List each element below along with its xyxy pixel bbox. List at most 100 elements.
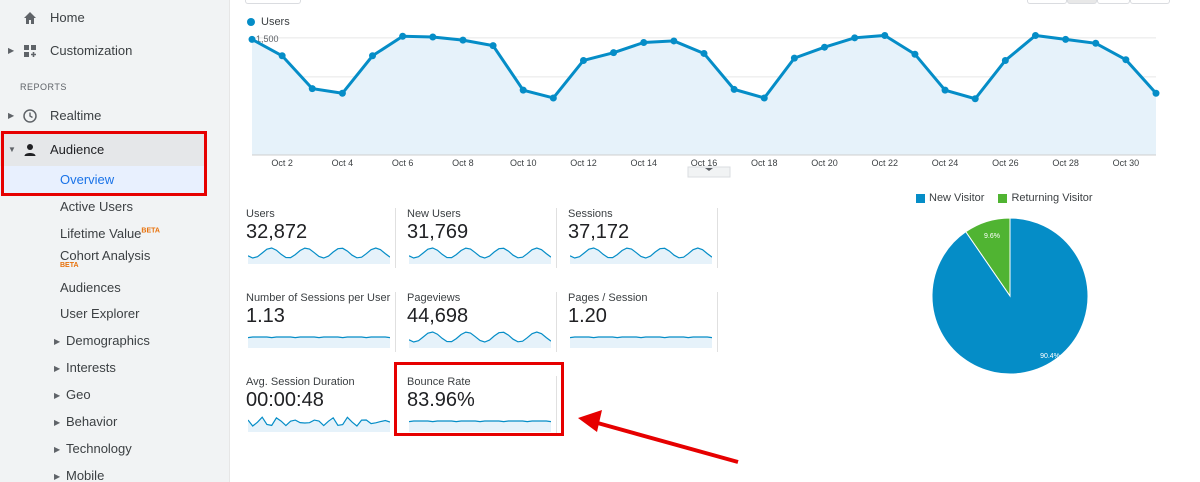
x-tick-label: Oct 28: [1052, 158, 1079, 168]
metric-value: 1.13: [246, 305, 285, 327]
sidebar-item-behavior[interactable]: Behavior: [66, 414, 118, 429]
caret-down-icon: ▼: [8, 145, 16, 154]
caret-right-icon: ▶: [54, 337, 61, 346]
metric-title: Avg. Session Duration: [246, 376, 355, 388]
date-control-stub[interactable]: [245, 0, 301, 4]
x-tick-label: Oct 30: [1113, 158, 1140, 168]
sidebar-item-home[interactable]: Home: [0, 8, 230, 28]
metric-title: New Users: [407, 208, 461, 220]
x-tick-label: Oct 2: [271, 158, 293, 168]
sparkline-line: [409, 331, 551, 343]
sparkline-fill: [248, 248, 390, 264]
data-point: [640, 39, 648, 46]
data-point: [700, 49, 708, 57]
sparkline-line: [570, 247, 712, 259]
caret-right-icon: ▶: [8, 111, 15, 120]
x-tick-label: Oct 26: [992, 158, 1019, 168]
sidebar-item-label: Lifetime Value: [60, 226, 142, 241]
highlight-annotation-box: [1, 131, 207, 196]
sidebar-item-realtime[interactable]: ▶ Realtime: [0, 106, 230, 126]
x-tick-label: Oct 16: [691, 158, 718, 168]
data-point: [760, 94, 768, 102]
sidebar-item-active-users[interactable]: Active Users: [60, 199, 133, 214]
sidebar-item-geo[interactable]: Geo: [66, 387, 91, 402]
metric-card-pageviews[interactable]: Pageviews 44,698: [407, 292, 557, 352]
sidebar-item-overview[interactable]: Overview: [60, 172, 115, 187]
sparkline-fill: [409, 421, 551, 432]
data-point: [579, 56, 587, 64]
view-toggle-day[interactable]: [1067, 0, 1097, 4]
visitor-pie-chart[interactable]: 90.4% 9.6%: [930, 216, 1090, 376]
metric-value: 32,872: [246, 221, 308, 243]
view-toggle-hourly[interactable]: [1027, 0, 1067, 4]
data-point: [369, 52, 377, 60]
data-point: [308, 85, 316, 93]
sidebar-item-audience[interactable]: ▼ Audience: [0, 140, 230, 160]
legend-label-returning: Returning Visitor: [1011, 192, 1093, 204]
metric-card-pages-per-session[interactable]: Pages / Session 1.20: [568, 292, 718, 352]
sidebar-item-mobile[interactable]: Mobile: [66, 468, 105, 482]
data-point: [459, 36, 467, 44]
sidebar-item-label: Customization: [50, 43, 133, 58]
sparkline: [248, 247, 390, 264]
beta-badge: BETA: [60, 262, 79, 269]
clock-icon: [23, 109, 37, 123]
metric-title: Sessions: [568, 208, 613, 220]
sidebar-item-cohort-analysis[interactable]: Cohort Analysis: [60, 248, 151, 263]
sidebar-item-label: Realtime: [50, 108, 102, 123]
sparkline: [570, 247, 712, 264]
metric-value: 83.96%: [407, 389, 475, 411]
metric-card-bounce-rate[interactable]: Bounce Rate 83.96%: [407, 376, 557, 436]
metric-card-new-users[interactable]: New Users 31,769: [407, 208, 557, 268]
sidebar-item-technology[interactable]: Technology: [66, 441, 132, 456]
legend-dot-users: [247, 18, 255, 26]
sparkline-fill: [248, 417, 390, 432]
pie-label-new: 90.4%: [1040, 353, 1060, 360]
sparkline-line: [409, 420, 551, 423]
chevron-down-icon: [705, 168, 713, 171]
data-point: [911, 50, 919, 58]
view-toggle-month[interactable]: [1130, 0, 1170, 4]
data-point: [399, 32, 407, 40]
data-point: [941, 86, 949, 94]
data-point: [610, 49, 618, 57]
legend-label-new: New Visitor: [929, 192, 985, 204]
reports-header: REPORTS: [20, 82, 67, 92]
sidebar-item-audiences[interactable]: Audiences: [60, 280, 121, 295]
metric-card-sessions[interactable]: Sessions 37,172: [568, 208, 718, 268]
sidebar-item-interests[interactable]: Interests: [66, 360, 116, 375]
sparkline-line: [248, 416, 390, 427]
sidebar-item-user-explorer[interactable]: User Explorer: [60, 306, 140, 321]
sparkline: [409, 247, 551, 264]
metric-card-sessions-per-user[interactable]: Number of Sessions per User 1.13: [246, 292, 396, 352]
sidebar-item-customization[interactable]: ▶ Customization: [0, 41, 230, 61]
highlight-annotation-box: [394, 362, 564, 436]
person-icon: [24, 144, 36, 156]
legend-swatch-returning: [998, 193, 1008, 203]
customization-icon: [24, 45, 36, 57]
sparkline-fill: [409, 248, 551, 264]
caret-right-icon: ▶: [54, 418, 61, 427]
caret-right-icon: ▶: [54, 445, 61, 454]
sidebar-item-lifetime-value[interactable]: Lifetime ValueBETA: [60, 226, 160, 241]
view-toggle-week[interactable]: [1097, 0, 1130, 4]
metric-card-avg-session-duration[interactable]: Avg. Session Duration 00:00:48: [246, 376, 396, 436]
pie-legend: New Visitor Returning Visitor: [916, 192, 1093, 204]
sparkline-fill: [570, 337, 712, 348]
sparkline-line: [570, 336, 712, 339]
sparkline: [409, 331, 551, 348]
data-point: [790, 54, 798, 62]
y-tick-label: 1,500: [256, 34, 279, 44]
sparkline-line: [248, 247, 390, 259]
sidebar-item-demographics[interactable]: Demographics: [66, 333, 150, 348]
metric-value: 44,698: [407, 305, 469, 327]
metric-card-users[interactable]: Users 32,872: [246, 208, 396, 268]
metric-value: 31,769: [407, 221, 469, 243]
x-tick-label: Oct 20: [811, 158, 838, 168]
data-point: [881, 31, 889, 39]
data-point: [851, 34, 859, 42]
x-tick-label: Oct 14: [630, 158, 657, 168]
data-point: [489, 42, 497, 50]
data-point: [549, 94, 557, 102]
